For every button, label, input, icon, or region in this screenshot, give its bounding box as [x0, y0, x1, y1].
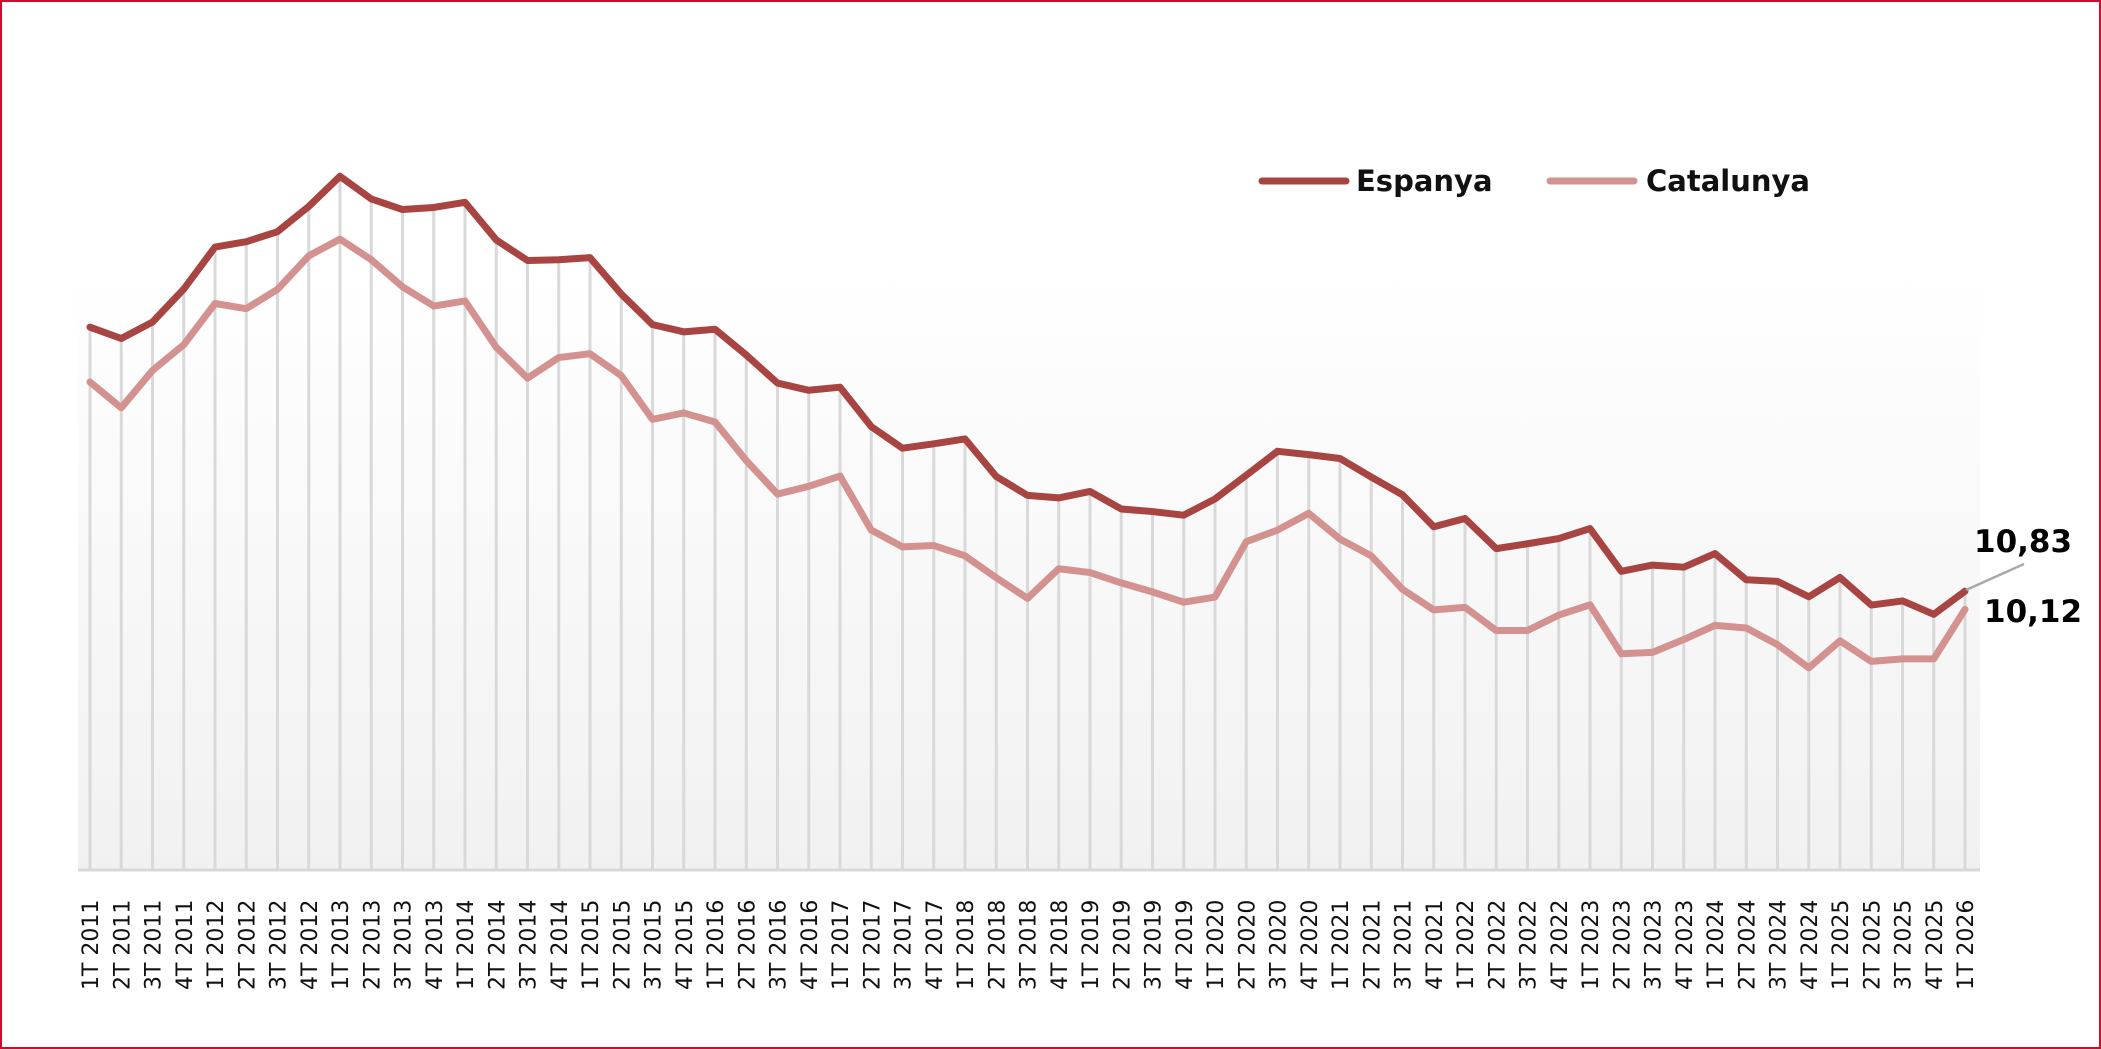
x-tick-label: 3T 2016 [767, 900, 792, 990]
x-tick-label: 2T 2025 [1860, 900, 1885, 990]
series-line-espanya [86, 172, 1969, 618]
x-tick-label: 2T 2014 [485, 900, 510, 990]
x-tick-label: 4T 2015 [673, 900, 698, 990]
x-tick-label: 1T 2012 [204, 900, 229, 990]
x-tick-label: 2T 2024 [1735, 900, 1760, 990]
x-tick-label: 2T 2022 [1485, 900, 1510, 990]
x-tick-label: 4T 2017 [923, 900, 948, 990]
x-tick-label: 1T 2021 [1329, 900, 1354, 990]
x-tick-label: 1T 2014 [454, 900, 479, 990]
x-tick-label: 4T 2023 [1673, 900, 1698, 990]
x-tick-label: 4T 2016 [798, 900, 823, 990]
legend-label-catalunya: Catalunya [1646, 164, 1810, 198]
x-tick-label: 2T 2021 [1360, 900, 1385, 990]
x-tick-label: 4T 2011 [173, 900, 198, 990]
x-tick-label: 4T 2018 [1048, 900, 1073, 990]
x-tick-label: 3T 2022 [1517, 900, 1542, 990]
x-tick-label: 2T 2013 [360, 900, 385, 990]
x-tick-label: 2T 2016 [735, 900, 760, 990]
x-tick-label: 1T 2019 [1079, 900, 1104, 990]
x-tick-label: 4T 2021 [1423, 900, 1448, 990]
annotation-espanya-last: 10,83 [1974, 524, 2072, 560]
x-tick-label: 3T 2024 [1767, 900, 1792, 990]
x-tick-label: 2T 2019 [1110, 900, 1135, 990]
x-tick-label: 1T 2022 [1454, 900, 1479, 990]
legend-label-espanya: Espanya [1356, 164, 1493, 198]
x-tick-label: 3T 2025 [1892, 900, 1917, 990]
x-tick-label: 3T 2017 [892, 900, 917, 990]
x-tick-label: 4T 2014 [548, 900, 573, 990]
x-tick-label: 1T 2013 [329, 900, 354, 990]
x-tick-label: 3T 2011 [142, 900, 167, 990]
x-tick-label: 4T 2013 [423, 900, 448, 990]
x-tick-label: 2T 2017 [860, 900, 885, 990]
x-tick-label: 1T 2026 [1954, 900, 1979, 990]
x-tick-label: 1T 2011 [79, 900, 104, 990]
x-tick-label: 4T 2025 [1923, 900, 1948, 990]
x-tick-label: 1T 2017 [829, 900, 854, 990]
x-tick-label: 2T 2018 [985, 900, 1010, 990]
x-tick-label: 2T 2020 [1235, 900, 1260, 990]
x-tick-label: 3T 2014 [517, 900, 542, 990]
x-tick-label: 3T 2012 [267, 900, 292, 990]
x-tick-label: 3T 2019 [1142, 900, 1167, 990]
x-tick-label: 3T 2023 [1642, 900, 1667, 990]
x-tick-label: 3T 2013 [392, 900, 417, 990]
x-tick-label: 4T 2019 [1173, 900, 1198, 990]
series-line-catalunya [86, 235, 1969, 672]
x-tick-label: 4T 2012 [298, 900, 323, 990]
legend: Espanya Catalunya [1258, 164, 1810, 198]
x-tick-label: 3T 2015 [642, 900, 667, 990]
x-tick-label: 1T 2015 [579, 900, 604, 990]
x-tick-label: 1T 2023 [1579, 900, 1604, 990]
x-tick-label: 1T 2018 [954, 900, 979, 990]
x-tick-label: 3T 2018 [1017, 900, 1042, 990]
x-tick-label: 3T 2021 [1392, 900, 1417, 990]
x-tick-label: 1T 2024 [1704, 900, 1729, 990]
x-tick-label: 2T 2011 [110, 900, 135, 990]
x-tick-label: 4T 2020 [1298, 900, 1323, 990]
x-tick-label: 1T 2025 [1829, 900, 1854, 990]
annotation-leader-line [1965, 562, 2025, 592]
x-tick-label: 3T 2020 [1267, 900, 1292, 990]
x-tick-label: 2T 2023 [1610, 900, 1635, 990]
x-tick-label: 4T 2022 [1548, 900, 1573, 990]
x-tick-label: 4T 2024 [1798, 900, 1823, 990]
x-tick-label: 2T 2012 [235, 900, 260, 990]
annotation-catalunya-last: 10,12 [1984, 594, 2082, 630]
x-tick-label: 1T 2016 [704, 900, 729, 990]
x-tick-label: 2T 2015 [610, 900, 635, 990]
x-tick-label: 1T 2020 [1204, 900, 1229, 990]
